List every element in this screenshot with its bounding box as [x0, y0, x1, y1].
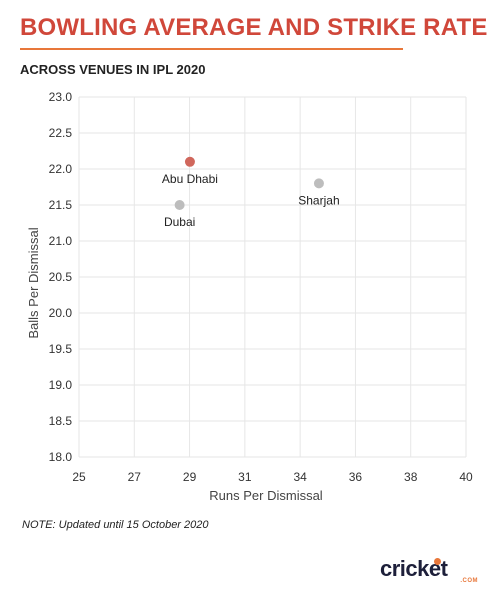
x-tick-label: 25 [72, 470, 86, 484]
y-tick-label: 19.5 [49, 342, 73, 356]
x-tick-label: 29 [183, 470, 197, 484]
data-point [184, 156, 195, 167]
y-tick-label: 22.5 [49, 126, 73, 140]
cricket-com-logo: cricket .COM [380, 556, 480, 586]
y-tick-label: 22.0 [49, 162, 73, 176]
data-points [174, 156, 324, 210]
y-tick-label: 18.0 [49, 450, 73, 464]
x-tick-label: 31 [238, 470, 252, 484]
logo-suffix: .COM [460, 578, 478, 584]
y-tick-label: 18.5 [49, 414, 73, 428]
chart-title: BOWLING AVERAGE AND STRIKE RATE [20, 14, 488, 41]
point-labels: Abu Dhabi Sharjah Dubai [162, 172, 340, 229]
data-point-label: Sharjah [298, 193, 339, 207]
y-tick-label: 19.0 [49, 378, 73, 392]
data-point [174, 200, 185, 210]
data-point [313, 178, 324, 189]
footnote: NOTE: Updated until 15 October 2020 [22, 519, 209, 531]
title-underline [20, 48, 403, 50]
y-tick-labels: 18.0 18.5 19.0 19.5 20.0 20.5 21.0 21.5 22.0 22.5… [49, 90, 73, 464]
y-axis-label: Balls Per Dismissal [26, 227, 41, 338]
x-axis-label: Runs Per Dismissal [209, 488, 323, 503]
y-tick-label: 21.5 [49, 198, 73, 212]
data-point-label: Dubai [164, 215, 195, 229]
x-tick-label: 36 [349, 470, 363, 484]
x-tick-label: 40 [459, 470, 473, 484]
grid-lines [78, 96, 467, 458]
x-tick-label: 34 [293, 470, 307, 484]
x-tick-label: 27 [128, 470, 142, 484]
y-tick-label: 23.0 [49, 90, 73, 104]
x-tick-label: 38 [404, 470, 418, 484]
y-tick-label: 20.5 [49, 270, 73, 284]
data-point-label: Abu Dhabi [162, 172, 218, 186]
y-tick-label: 21.0 [49, 234, 73, 248]
x-tick-labels: 25 27 29 31 34 36 38 40 [72, 470, 473, 484]
y-tick-label: 20.0 [49, 306, 73, 320]
chart-subtitle: ACROSS VENUES IN IPL 2020 [20, 62, 206, 77]
logo-dot-icon [434, 558, 441, 565]
